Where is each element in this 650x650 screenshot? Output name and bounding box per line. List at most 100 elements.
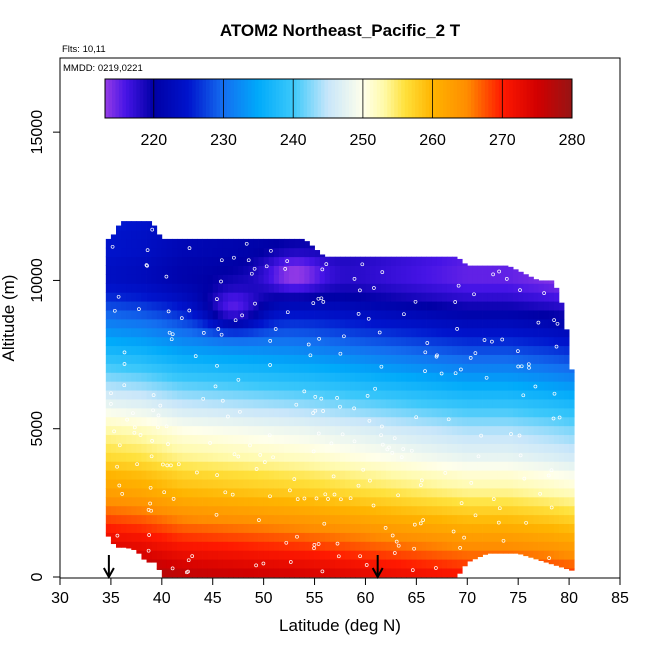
heatmap-cell [426, 407, 433, 418]
heatmap-cell [370, 372, 377, 382]
heatmap-cell [304, 354, 310, 364]
heatmap-cell [258, 532, 265, 542]
sample-point [312, 543, 317, 547]
heatmap-cell [513, 381, 519, 391]
heatmap-cell [411, 523, 417, 533]
heatmap-cell [411, 514, 417, 525]
heatmap-cell [543, 461, 550, 471]
heatmap-cell [492, 354, 499, 364]
heatmap-cell [197, 559, 203, 569]
heatmap-cell [441, 488, 448, 498]
heatmap-cell [477, 372, 483, 382]
sample-point [434, 354, 439, 359]
heatmap-cell [406, 505, 412, 516]
heatmap-cell [416, 301, 422, 311]
heatmap-cell [243, 479, 249, 489]
heatmap-cell [528, 416, 534, 427]
heatmap-cell [284, 363, 290, 373]
heatmap-cell [187, 238, 193, 249]
heatmap-cell [243, 345, 249, 355]
heatmap-cell [304, 399, 310, 409]
heatmap-cell [192, 274, 198, 284]
heatmap-cell [370, 505, 377, 516]
heatmap-cell [401, 399, 407, 409]
heatmap-cell [151, 363, 158, 373]
heatmap-cell [131, 363, 137, 373]
heatmap-cell [406, 479, 412, 489]
heatmap-cell [233, 452, 239, 462]
heatmap-cell [518, 461, 524, 471]
heatmap-cell [426, 265, 433, 275]
sample-point [521, 393, 526, 398]
heatmap-cell [497, 301, 504, 311]
heatmap-cell [528, 541, 534, 551]
heatmap-cell [172, 247, 178, 258]
sample-point [348, 496, 353, 501]
heatmap-cell [151, 514, 158, 525]
heatmap-cell [248, 532, 254, 542]
heatmap-cell [487, 479, 494, 489]
heatmap-cell [141, 354, 147, 364]
heatmap-cell [243, 283, 249, 293]
heatmap-cell [284, 301, 290, 311]
heatmap-cell [380, 381, 387, 391]
heatmap-cell [502, 470, 509, 480]
heatmap-cell [350, 434, 356, 444]
heatmap-cell [141, 523, 147, 533]
heatmap-cell [136, 372, 142, 382]
heatmap-cell [446, 336, 453, 347]
heatmap-cell [258, 443, 265, 453]
heatmap-cell [151, 336, 158, 347]
heatmap-cell [131, 230, 137, 240]
heatmap-cell [238, 416, 244, 427]
heatmap-cell [558, 345, 565, 355]
heatmap-cell [497, 541, 504, 551]
heatmap-cell [161, 532, 168, 542]
heatmap-cell [538, 434, 545, 444]
heatmap-cell [222, 336, 229, 347]
heatmap-cell [126, 345, 132, 355]
heatmap-cell [253, 407, 259, 418]
heatmap-cell [513, 479, 519, 489]
heatmap-cell [528, 336, 534, 347]
heatmap-cell [141, 496, 147, 507]
heatmap-cell [340, 345, 346, 355]
heatmap-cell [289, 345, 295, 355]
sample-point [236, 454, 241, 459]
colorbar-swatch [519, 79, 524, 118]
sample-point [368, 478, 372, 483]
heatmap-cell [192, 488, 198, 498]
heatmap-cell [299, 425, 305, 436]
heatmap-cell [370, 399, 377, 409]
sample-point [215, 363, 219, 368]
heatmap-cell [431, 434, 438, 444]
heatmap-cell [222, 372, 229, 382]
heatmap-cell [396, 292, 402, 302]
heatmap-cell [141, 452, 147, 462]
heatmap-cell [309, 318, 315, 329]
heatmap-cell [202, 452, 209, 462]
heatmap-cell [370, 283, 377, 293]
heatmap-cell [375, 425, 382, 436]
heatmap-cell [309, 532, 315, 542]
sample-point [504, 277, 509, 281]
heatmap-cell [309, 425, 315, 436]
sample-point [295, 497, 300, 501]
sample-point [252, 266, 257, 271]
heatmap-cell [161, 452, 168, 462]
heatmap-cell [365, 310, 371, 320]
heatmap-cell [523, 310, 529, 320]
heatmap-cell [569, 390, 575, 400]
heatmap-cell [182, 238, 188, 249]
heatmap-cell [502, 523, 509, 533]
heatmap-cell [558, 523, 565, 533]
heatmap-cell [278, 505, 285, 516]
heatmap-cell [116, 443, 122, 453]
heatmap-cell [192, 425, 198, 436]
heatmap-cell [492, 399, 499, 409]
heatmap-cell [553, 407, 560, 418]
heatmap-cell [497, 443, 504, 453]
heatmap-cell [141, 265, 147, 275]
heatmap-cell [151, 523, 158, 533]
sample-point [401, 447, 406, 451]
